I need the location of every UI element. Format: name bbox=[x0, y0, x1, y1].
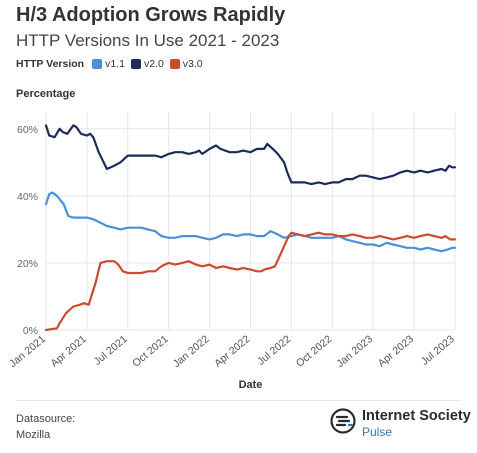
legend: HTTP Version v1.1 v2.0 v3.0 bbox=[16, 58, 209, 70]
x-tick-label: Oct 2022 bbox=[294, 333, 334, 370]
legend-label-v1-1: v1.1 bbox=[105, 58, 125, 70]
legend-title: HTTP Version bbox=[16, 58, 85, 70]
legend-label-v2-0: v2.0 bbox=[143, 58, 164, 70]
x-tick-label: Jul 2021 bbox=[92, 333, 130, 368]
y-tick-label: 40% bbox=[17, 191, 38, 203]
legend-item-v2-0[interactable]: v2.0 bbox=[130, 58, 164, 70]
brand-name: Internet Society bbox=[362, 408, 471, 424]
legend-swatch-v2-0 bbox=[130, 59, 141, 69]
chart-title: H/3 Adoption Grows Rapidly bbox=[16, 4, 286, 26]
x-tick-label: Jan 2022 bbox=[171, 333, 212, 370]
y-tick-label: 20% bbox=[17, 258, 38, 270]
legend-swatch-v3-0 bbox=[169, 59, 180, 69]
y-tick-label: 60% bbox=[17, 124, 38, 136]
chart-subtitle: HTTP Versions In Use 2021 - 2023 bbox=[16, 31, 280, 50]
datasource-label: Datasource: bbox=[16, 413, 76, 425]
legend-item-v3-0[interactable]: v3.0 bbox=[169, 58, 203, 70]
line-chart: 0%20%40%60%Jan 2021 Apr 2021 Jul 2021 Oct 2… bbox=[7, 112, 457, 391]
y-axis-label: Percentage bbox=[16, 88, 76, 100]
legend-item-v1-1[interactable]: v1.1 bbox=[92, 58, 125, 70]
brand-logo[interactable]: Internet Society Pulse bbox=[330, 408, 471, 440]
x-tick-label: Jul 2022 bbox=[255, 333, 293, 368]
series-line-v3-0 bbox=[44, 231, 457, 332]
legend-label-v3-0: v3.0 bbox=[182, 58, 203, 70]
x-tick-label: Apr 2021 bbox=[48, 333, 88, 370]
x-tick-label: Jan 2023 bbox=[334, 333, 375, 370]
series-line-v2-0 bbox=[44, 124, 457, 186]
x-axis-label: Date bbox=[239, 379, 263, 391]
footer-divider bbox=[16, 400, 461, 401]
brand-sub: Pulse bbox=[362, 425, 393, 439]
x-tick-label: Jul 2023 bbox=[419, 333, 457, 368]
x-tick-label: Jan 2021 bbox=[7, 333, 48, 370]
legend-swatch-v1-1 bbox=[92, 59, 103, 69]
globe-icon bbox=[330, 408, 356, 434]
datasource-value: Mozilla bbox=[16, 429, 51, 441]
datasource: Datasource: Mozilla bbox=[16, 411, 75, 443]
y-tick-label: 0% bbox=[23, 325, 38, 337]
series-line-v1-1 bbox=[44, 191, 457, 253]
x-tick-label: Apr 2022 bbox=[212, 333, 252, 370]
x-tick-label: Apr 2023 bbox=[376, 333, 416, 370]
x-tick-label: Oct 2021 bbox=[130, 333, 170, 370]
